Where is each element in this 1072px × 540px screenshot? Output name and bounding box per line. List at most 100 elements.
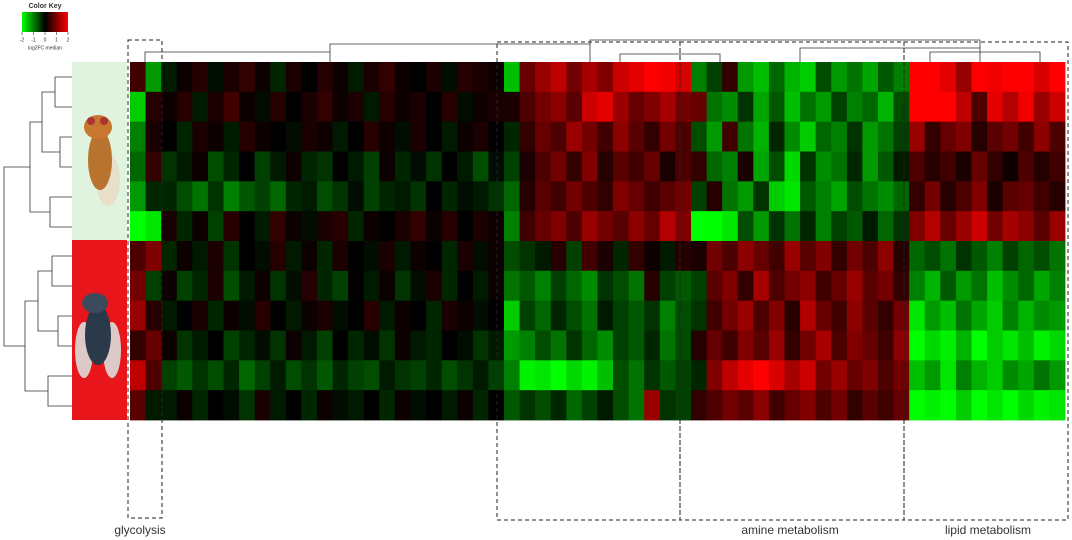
- heatmap-cell: [285, 300, 302, 331]
- heatmap-cell: [768, 211, 785, 242]
- heatmap-cell: [1033, 390, 1050, 421]
- heatmap-cell: [488, 270, 505, 302]
- heatmap-cell: [488, 330, 505, 361]
- heatmap-cell: [940, 360, 957, 391]
- heatmap-cell: [317, 121, 333, 152]
- heatmap-cell: [909, 241, 926, 272]
- heatmap-cell: [862, 241, 879, 272]
- heatmap-cell: [644, 300, 661, 331]
- heatmap-cell: [270, 181, 287, 212]
- heatmap-cell: [488, 390, 505, 421]
- heatmap-cell: [1002, 241, 1019, 272]
- heatmap-cell: [768, 330, 785, 361]
- heatmap-cell: [332, 241, 349, 272]
- heatmap-cell: [955, 181, 972, 212]
- heatmap-cell: [831, 62, 848, 93]
- heatmap-cell: [1002, 151, 1019, 182]
- heatmap-cell: [161, 330, 178, 361]
- heatmap-cell: [379, 270, 396, 302]
- heatmap-cell: [691, 300, 707, 331]
- heatmap-cell: [394, 91, 411, 123]
- heatmap-cell: [878, 330, 894, 361]
- heatmap-cell: [1049, 151, 1066, 182]
- heatmap-cell: [176, 62, 193, 93]
- heatmap-cell: [145, 121, 162, 152]
- heatmap-cell: [644, 211, 661, 242]
- heatmap-cell: [239, 270, 256, 302]
- heatmap-cell: [800, 211, 817, 242]
- heatmap-cell: [846, 330, 863, 361]
- heatmap-cell: [1049, 62, 1066, 93]
- heatmap-cell: [519, 181, 536, 212]
- heatmap-cell: [1033, 211, 1050, 242]
- heatmap-cell: [706, 390, 723, 421]
- heatmap-cell: [317, 330, 333, 361]
- heatmap-cell: [815, 211, 832, 242]
- heatmap-cell: [223, 181, 240, 212]
- heatmap-cell: [659, 181, 676, 212]
- heatmap-cell: [581, 151, 598, 182]
- heatmap-cell: [659, 300, 676, 331]
- heatmap-cell: [504, 121, 520, 152]
- heatmap-cell: [909, 181, 926, 212]
- heatmap-cell: [924, 181, 941, 212]
- heatmap-cell: [379, 390, 396, 421]
- heatmap-cell: [285, 211, 302, 242]
- heatmap-cell: [1002, 300, 1019, 331]
- heatmap-cell: [223, 360, 240, 391]
- heatmap-cell: [207, 241, 224, 272]
- heatmap-cell: [145, 390, 162, 421]
- column-dendrogram: [144, 39, 1041, 62]
- heatmap-cell: [800, 330, 817, 361]
- heatmap-cell: [581, 360, 598, 391]
- heatmap-cell: [706, 62, 723, 93]
- heatmap-cell: [659, 211, 676, 242]
- heatmap-cell: [488, 300, 505, 331]
- heatmap-cell: [472, 360, 489, 391]
- heatmap-cell: [675, 91, 692, 123]
- heatmap-cell: [519, 390, 536, 421]
- heatmap-cell: [644, 151, 661, 182]
- heatmap-cell: [800, 360, 817, 391]
- heatmap-cell: [348, 151, 365, 182]
- heatmap-cell: [379, 300, 396, 331]
- heatmap-cell: [285, 330, 302, 361]
- heatmap-cell: [691, 62, 707, 93]
- heatmap-cell: [394, 390, 411, 421]
- heatmap-cell: [862, 181, 879, 212]
- heatmap-cell: [878, 121, 894, 152]
- heatmap-cell: [550, 151, 567, 182]
- heatmap-cell: [675, 211, 692, 242]
- heatmap-cell: [348, 62, 365, 93]
- heatmap-cell: [566, 121, 583, 152]
- heatmap-cell: [348, 300, 365, 331]
- heatmap-cell: [909, 300, 926, 331]
- heatmap-cell: [426, 121, 443, 152]
- heatmap-cell: [130, 181, 146, 212]
- group-box: [127, 39, 163, 519]
- heatmap-cell: [535, 181, 552, 212]
- color-key-bar: [22, 12, 68, 32]
- heatmap-cell: [332, 121, 349, 152]
- heatmap-cell: [691, 390, 707, 421]
- heatmap-cell: [239, 300, 256, 331]
- heatmap-cell: [737, 360, 754, 391]
- heatmap-cell: [597, 360, 614, 391]
- heatmap-cell: [955, 270, 972, 302]
- heatmap-cell: [332, 151, 349, 182]
- heatmap-cell: [488, 91, 505, 123]
- heatmap-cell: [581, 211, 598, 242]
- heatmap-cell: [1018, 62, 1035, 93]
- heatmap-cell: [207, 151, 224, 182]
- heatmap-cell: [691, 330, 707, 361]
- heatmap-cell: [379, 181, 396, 212]
- heatmap-cell: [846, 390, 863, 421]
- heatmap-cell: [254, 91, 271, 123]
- heatmap-cell: [519, 270, 536, 302]
- heatmap-cell: [348, 121, 365, 152]
- heatmap-cell: [223, 211, 240, 242]
- heatmap-cell: [862, 360, 879, 391]
- heatmap-cell: [706, 211, 723, 242]
- heatmap-cell: [691, 360, 707, 391]
